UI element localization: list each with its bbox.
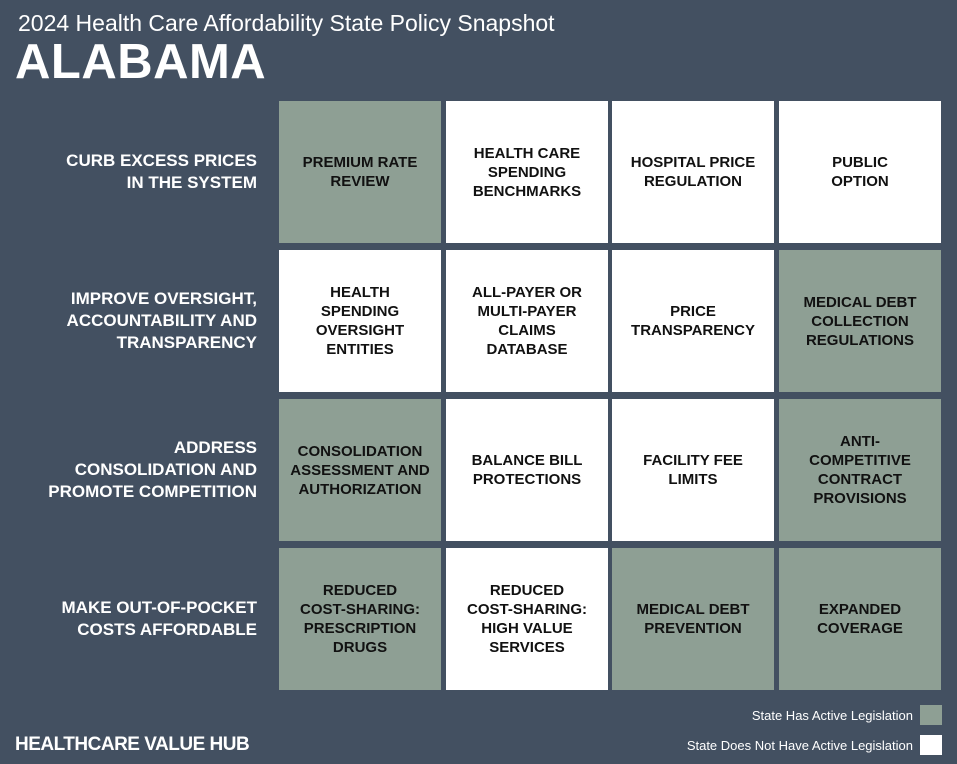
policy-cell: REDUCED COST-SHARING: HIGH VALUE SERVICE… [446, 548, 608, 690]
policy-cell: PRICE TRANSPARENCY [612, 250, 774, 392]
policy-cell: PUBLIC OPTION [779, 101, 941, 243]
page-subtitle: 2024 Health Care Affordability State Pol… [18, 10, 555, 36]
legend-active: State Has Active Legislation [752, 705, 942, 725]
policy-cell: CONSOLIDATION ASSESSMENT AND AUTHORIZATI… [279, 399, 441, 541]
policy-cell: HOSPITAL PRICE REGULATION [612, 101, 774, 243]
policy-cell: PREMIUM RATE REVIEW [279, 101, 441, 243]
legend-inactive-label: State Does Not Have Active Legislation [686, 737, 913, 753]
row-label: CURB EXCESS PRICES IN THE SYSTEM [66, 151, 257, 192]
brand-logo: HEALTHCARE VALUE HUB [15, 734, 250, 755]
state-title: ALABAMA [15, 35, 267, 89]
policy-cell: BALANCE BILL PROTECTIONS [446, 399, 608, 541]
policy-cell: HEALTH CARE SPENDING BENCHMARKS [446, 101, 608, 243]
policy-cell: ALL-PAYER OR MULTI-PAYER CLAIMS DATABASE [446, 250, 608, 392]
policy-cell: HEALTH SPENDING OVERSIGHT ENTITIES [279, 250, 441, 392]
row-label: MAKE OUT-OF-POCKET COSTS AFFORDABLE [61, 598, 258, 639]
legend-active-label: State Has Active Legislation [751, 707, 913, 723]
policy-cell: MEDICAL DEBT PREVENTION [612, 548, 774, 690]
row-label: IMPROVE OVERSIGHT, ACCOUNTABILITY AND TR… [66, 289, 257, 352]
policy-cell: REDUCED COST-SHARING: PRESCRIPTION DRUGS [279, 548, 441, 690]
legend-inactive: State Does Not Have Active Legislation [687, 735, 942, 755]
legend-inactive-swatch [920, 735, 942, 755]
policy-cell: FACILITY FEE LIMITS [612, 399, 774, 541]
policy-cell: EXPANDED COVERAGE [779, 548, 941, 690]
policy-cell: ANTI- COMPETITIVE CONTRACT PROVISIONS [779, 399, 941, 541]
row-label: ADDRESS CONSOLIDATION AND PROMOTE COMPET… [48, 438, 257, 501]
policy-cell: MEDICAL DEBT COLLECTION REGULATIONS [779, 250, 941, 392]
legend-active-swatch [920, 705, 942, 725]
